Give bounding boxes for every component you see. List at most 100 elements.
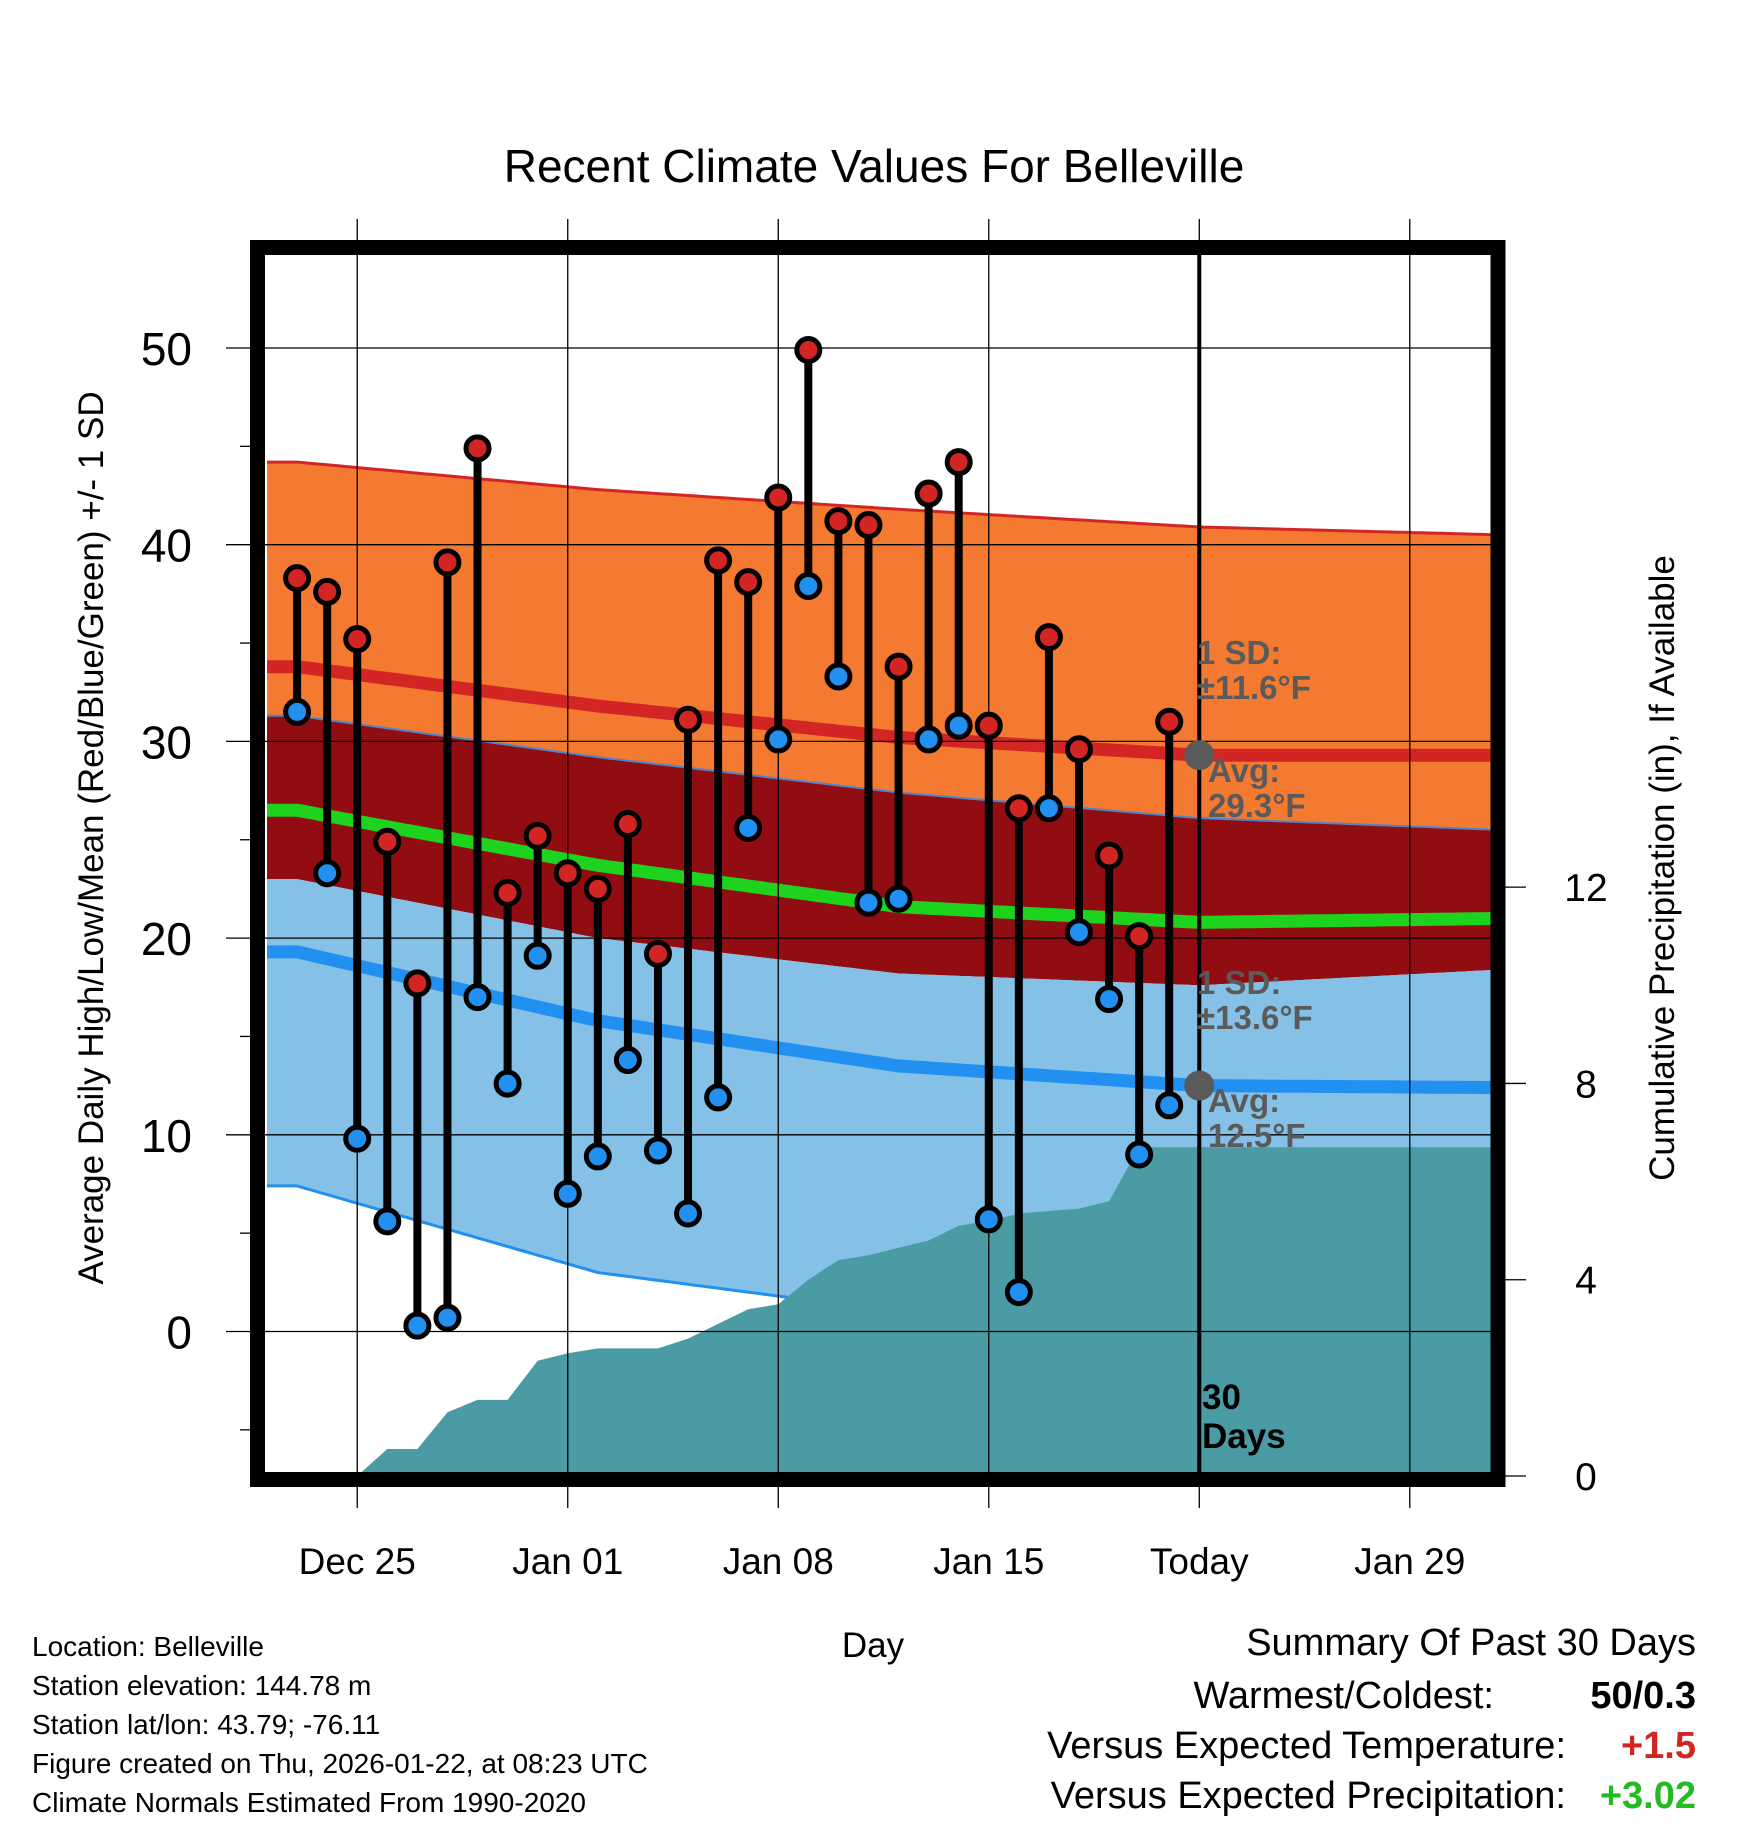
high-lower-edge	[267, 714, 1494, 831]
daily-low-point	[583, 1142, 612, 1171]
x-axis-label: Day	[841, 1626, 905, 1665]
daily-high-point	[1155, 707, 1184, 736]
daily-high-point	[343, 625, 372, 654]
daily-low-point	[1095, 985, 1124, 1014]
daily-high-point	[1064, 735, 1093, 764]
daily-high-point	[463, 434, 492, 463]
daily-low-point	[824, 662, 853, 691]
days-annotation: 30 Days	[1202, 1378, 1286, 1456]
normal-high-line	[267, 660, 1494, 762]
normals-text: Climate Normals Estimated From 1990-2020	[32, 1787, 586, 1818]
high-avg-label: Avg:	[1208, 752, 1281, 789]
y-tick-label-left: 10	[141, 1110, 192, 1162]
created-text: Figure created on Thu, 2026-01-22, at 08…	[32, 1748, 648, 1779]
y-tick-label-left: 30	[141, 716, 192, 768]
daily-low-point	[674, 1199, 703, 1228]
summary-temp-label: Versus Expected Temperature:	[1047, 1725, 1566, 1767]
y-tick-label-right: 4	[1575, 1260, 1597, 1303]
daily-low-point	[704, 1083, 733, 1112]
days-word: Days	[1202, 1417, 1286, 1457]
days-number: 30	[1202, 1378, 1241, 1417]
daily-high-point	[373, 827, 402, 856]
daily-high-point	[884, 652, 913, 681]
daily-low-point	[343, 1124, 372, 1153]
summary-temp-value: +1.5	[1620, 1725, 1696, 1767]
daily-high-point	[1095, 841, 1124, 870]
y-tick-label-right: 0	[1575, 1456, 1597, 1499]
daily-low-point	[373, 1207, 402, 1236]
daily-low-point	[553, 1179, 582, 1208]
daily-low-point	[1064, 918, 1093, 947]
daily-high-point	[583, 874, 612, 903]
summary-heading: Summary Of Past 30 Days	[1246, 1622, 1696, 1664]
daily-low-point	[854, 888, 883, 917]
precip-area	[357, 1147, 1494, 1476]
daily-high-point	[283, 564, 312, 593]
daily-low-point	[643, 1136, 672, 1165]
daily-low-point	[493, 1069, 522, 1098]
daily-high-point	[553, 859, 582, 888]
daily-low-point	[613, 1046, 642, 1075]
y-tick-label-left: 50	[141, 323, 192, 375]
high-sd-annotation: 1 SD: ±11.6°F	[1197, 634, 1311, 705]
y-tick-label-left: 40	[141, 520, 192, 572]
low-sd-label: 1 SD:	[1197, 964, 1282, 1001]
daily-high-point	[493, 878, 522, 907]
y-axis-right-label: Cumulative Precipitation (in), If Availa…	[1643, 555, 1682, 1181]
daily-high-point	[313, 577, 342, 606]
high-sd-label: 1 SD:	[1197, 634, 1282, 671]
low-avg-marker	[1184, 1070, 1215, 1101]
summary-precip-label: Versus Expected Precipitation:	[1050, 1775, 1566, 1817]
daily-high-point	[974, 711, 1003, 740]
x-tick-label: Today	[1150, 1541, 1249, 1582]
summary-warmest-label: Warmest/Coldest:	[1193, 1675, 1494, 1717]
low-avg-value: 12.5°F	[1208, 1116, 1306, 1154]
y-tick-label-right: 12	[1564, 867, 1607, 910]
high-avg-annotation: Avg: 29.3°F	[1208, 752, 1306, 824]
daily-low-point	[884, 884, 913, 913]
high-sd-band	[267, 462, 1494, 830]
location-text: Location: Belleville	[32, 1631, 264, 1662]
daily-high-point	[734, 568, 763, 597]
daily-high-point	[1125, 922, 1154, 951]
x-tick-label: Jan 15	[933, 1541, 1044, 1582]
daily-low-point	[734, 813, 763, 842]
y-axis-left-label: Average Daily High/Low/Mean (Red/Blue/Gr…	[72, 391, 111, 1285]
daily-low-point	[914, 725, 943, 754]
daily-low-point	[403, 1311, 432, 1340]
x-tick-label: Jan 29	[1354, 1541, 1465, 1582]
daily-low-point	[1034, 794, 1063, 823]
daily-high-point	[764, 483, 793, 512]
daily-low-point	[974, 1205, 1003, 1234]
daily-high-point	[1004, 794, 1033, 823]
x-tick-label: Jan 08	[723, 1541, 834, 1582]
daily-low-point	[283, 697, 312, 726]
y-tick-label-left: 0	[166, 1307, 192, 1359]
low-avg-annotation: Avg: 12.5°F	[1208, 1083, 1306, 1154]
y-tick-label-right: 8	[1575, 1063, 1597, 1106]
low-sd-value: ±13.6°F	[1197, 998, 1313, 1036]
high-avg-marker	[1184, 740, 1215, 771]
daily-low-point	[944, 711, 973, 740]
summary-warmest-value: 50/0.3	[1590, 1675, 1696, 1717]
daily-high-point	[854, 511, 883, 540]
summary-precip-value: +3.02	[1599, 1775, 1696, 1817]
x-tick-label: Dec 25	[299, 1541, 416, 1582]
daily-low-point	[1004, 1278, 1033, 1307]
latlon-text: Station lat/lon: 43.79; -76.11	[32, 1709, 381, 1740]
daily-high-point	[944, 448, 973, 477]
daily-low-point	[1125, 1140, 1154, 1169]
plot-frame	[250, 240, 1506, 1487]
high-upper-edge	[267, 460, 1494, 537]
daily-high-point	[523, 821, 552, 850]
daily-high-point	[914, 479, 943, 508]
high-avg-value: 29.3°F	[1208, 786, 1306, 824]
low-sd-annotation: 1 SD: ±13.6°F	[1197, 964, 1313, 1036]
x-tick-label: Jan 01	[512, 1541, 623, 1582]
elevation-text: Station elevation: 144.78 m	[32, 1670, 372, 1701]
daily-low-point	[523, 941, 552, 970]
daily-low-point	[433, 1303, 462, 1332]
y-tick-label-left: 20	[141, 913, 192, 965]
daily-low-point	[764, 725, 793, 754]
